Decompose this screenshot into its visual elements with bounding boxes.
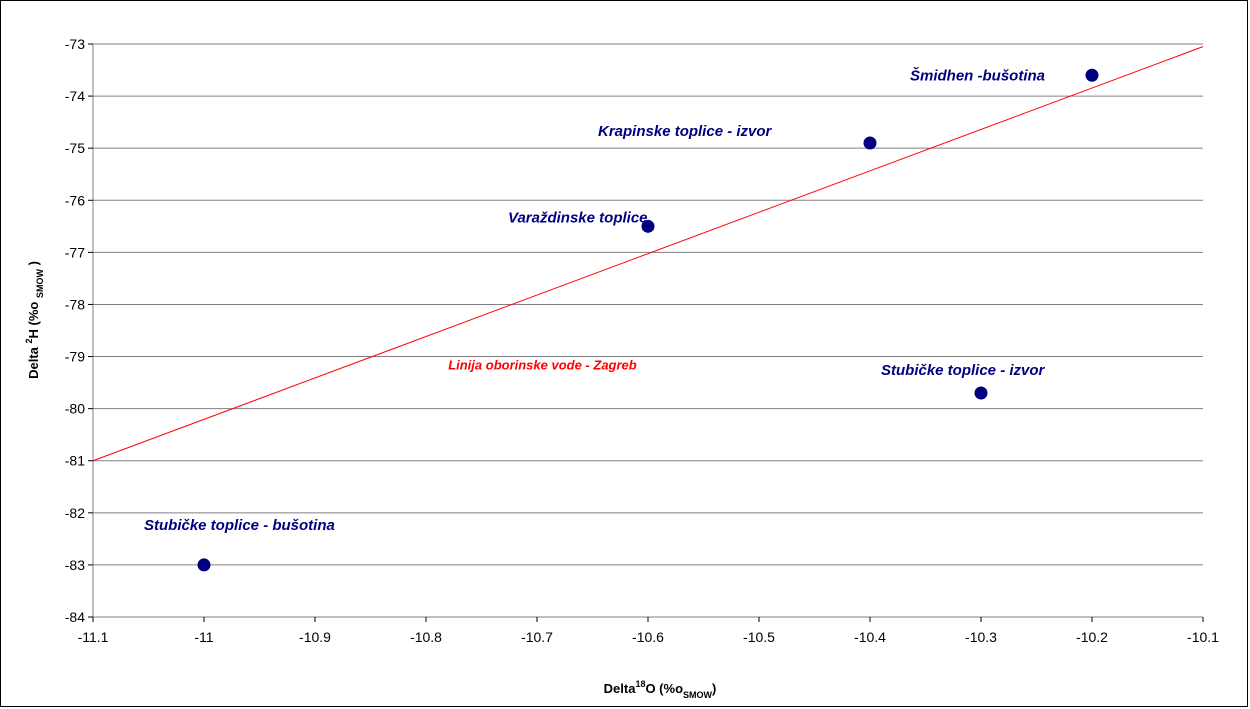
x-tick-label: -10.5: [743, 629, 775, 645]
y-axis-title-sup: 2: [24, 338, 34, 343]
data-point-label-4: Šmidhen -bušotina: [910, 66, 1045, 84]
y-tick-label: -75: [65, 140, 85, 156]
y-axis-title-sub: SMOW: [35, 269, 45, 299]
y-tick-label: -76: [65, 192, 85, 208]
x-tick-label: -10.1: [1187, 629, 1219, 645]
x-tick-label: -10.2: [1076, 629, 1108, 645]
reference-line: [92, 46, 1204, 462]
x-tick-label: -10.9: [299, 629, 331, 645]
y-axis-title: Delta 2H (%o SMOW ): [24, 261, 45, 379]
y-tick-label: -79: [65, 349, 85, 365]
y-axis-title-suffix: ): [26, 261, 41, 269]
x-axis-title-suffix: ): [712, 681, 716, 696]
data-point-label-1: Varaždinske toplice: [508, 209, 648, 226]
y-axis-title-main: H (%o: [26, 298, 41, 338]
data-point-2: [863, 136, 877, 150]
y-axis-title-prefix: Delta: [26, 344, 41, 379]
data-point-label-3: Stubičke toplice - izvor: [881, 362, 1046, 379]
x-tick-label: -10.4: [854, 629, 886, 645]
x-axis-title-prefix: Delta: [604, 681, 637, 696]
x-axis-title-sup: 18: [635, 679, 645, 689]
x-tick-label: -10.7: [521, 629, 553, 645]
data-point-3: [974, 386, 988, 400]
axis-ticks: -73 -74 -75 -76 -77 -78 -79 -80 -81 -82 -83 -84 -11.…: [65, 36, 1219, 645]
data-point-label-2: Krapinske toplice - izvor: [598, 123, 773, 140]
y-tick-label: -82: [65, 505, 85, 521]
data-point-label-0: Stubičke toplice - bušotina: [144, 517, 335, 534]
y-tick-label: -81: [65, 453, 85, 469]
data-points: Stubičke toplice - bušotina Varaždinske t…: [144, 66, 1099, 572]
y-tick-label: -84: [65, 609, 85, 625]
reference-line-label: Linija oborinske vode - Zagreb: [448, 358, 637, 373]
x-tick-label: -11.1: [78, 629, 109, 645]
y-tick-label: -80: [65, 401, 85, 417]
y-tick-label: -77: [65, 244, 85, 260]
x-tick-label: -10.6: [632, 629, 664, 645]
x-axis-title: Delta18O (%oSMOW): [604, 679, 717, 700]
reference-line-group: Linija oborinske vode - Zagreb: [92, 46, 1204, 462]
y-tick-label: -73: [65, 36, 85, 52]
x-tick-label: -11: [194, 629, 213, 645]
x-axis-title-sub: SMOW: [683, 690, 713, 700]
y-tick-label: -74: [65, 88, 85, 104]
y-tick-label: -78: [65, 296, 85, 312]
x-tick-label: -10.3: [965, 629, 997, 645]
y-tick-label: -83: [65, 557, 85, 573]
data-point-4: [1085, 68, 1099, 82]
x-tick-label: -10.8: [410, 629, 442, 645]
data-point-0: [197, 558, 211, 572]
data-point-1: [641, 219, 655, 233]
x-axis-title-main: O (%o: [645, 681, 683, 696]
